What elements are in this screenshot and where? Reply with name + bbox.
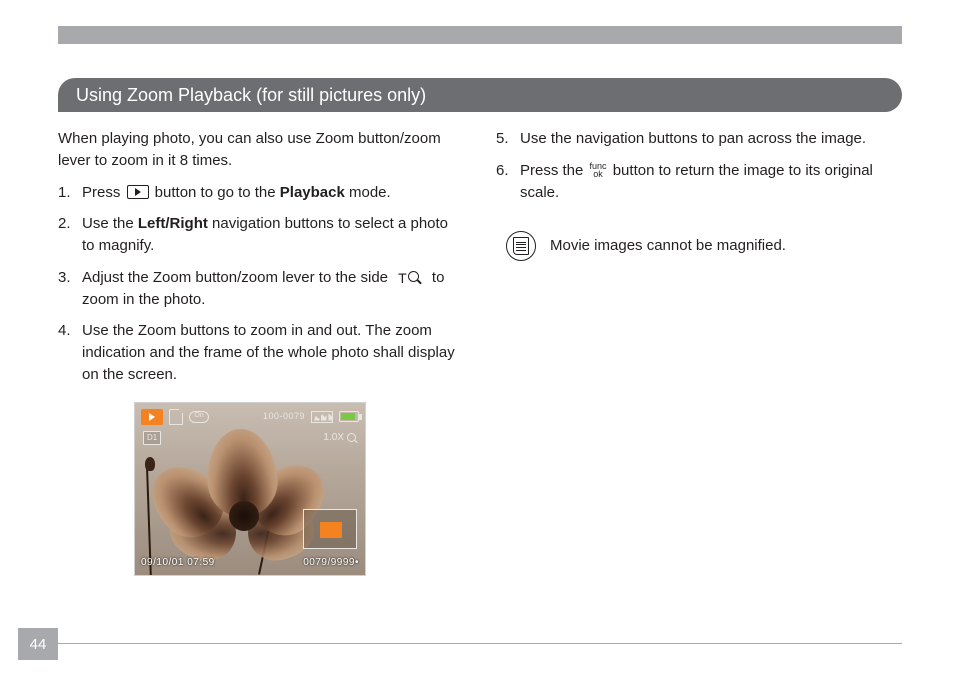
playback-button-icon <box>127 185 149 199</box>
note-row: Movie images cannot be magnified. <box>496 231 902 261</box>
step-1-bold: Playback <box>280 184 345 201</box>
lcd-sd-icon <box>169 409 183 425</box>
step-1-text-a: Press <box>82 184 125 201</box>
lcd-preview: On 100-0079 D1 1.0X 09/10/01 07:59 <box>134 402 366 576</box>
lcd-bottom-row: 09/10/01 07:59 0079/9999• <box>141 556 359 571</box>
section-header: Using Zoom Playback (for still pictures … <box>58 78 902 112</box>
step-3: Adjust the Zoom button/zoom lever to the… <box>58 267 464 311</box>
step-6: Press the funcok button to return the im… <box>496 160 902 204</box>
lcd-top-row: On 100-0079 <box>141 409 359 425</box>
step-2-bold: Left/Right <box>138 215 208 232</box>
content-columns: When playing photo, you can also use Zoo… <box>58 128 902 576</box>
magnifier-icon <box>408 271 422 285</box>
lcd-counter: 100-0079 <box>263 410 305 423</box>
right-column: Use the navigation buttons to pan across… <box>496 128 902 576</box>
top-bar <box>58 26 902 44</box>
step-1-text-b: button to go to the <box>151 184 280 201</box>
bottom-rule <box>58 643 902 644</box>
step-1: Press button to go to the Playback mode. <box>58 182 464 204</box>
step-2: Use the Left/Right navigation buttons to… <box>58 213 464 257</box>
lcd-histogram-icon <box>311 411 333 423</box>
zoom-t-label: T <box>398 268 407 288</box>
lcd-minimap-selection <box>320 522 342 538</box>
lcd-on-badge: On <box>189 411 209 423</box>
step-5: Use the navigation buttons to pan across… <box>496 128 902 150</box>
note-text: Movie images cannot be magnified. <box>550 235 786 257</box>
lcd-playback-icon <box>141 409 163 425</box>
func-ok-button-icon: funcok <box>590 162 607 178</box>
intro-text: When playing photo, you can also use Zoo… <box>58 128 464 172</box>
lcd-magnifier-icon <box>347 433 357 443</box>
steps-list-right: Use the navigation buttons to pan across… <box>496 128 902 203</box>
step-6-text-a: Press the <box>520 162 588 179</box>
left-column: When playing photo, you can also use Zoo… <box>58 128 464 576</box>
page-number: 44 <box>18 628 58 660</box>
step-4: Use the Zoom buttons to zoom in and out.… <box>58 320 464 385</box>
lcd-datetime: 09/10/01 07:59 <box>141 556 215 571</box>
lcd-battery-icon <box>339 411 359 422</box>
lcd-file-info: 0079/9999• <box>303 556 359 571</box>
step-1-text-c: mode. <box>345 184 391 201</box>
lcd-minimap <box>303 509 357 549</box>
ok-label: ok <box>590 170 607 178</box>
steps-list-left: Press button to go to the Playback mode.… <box>58 182 464 386</box>
step-3-text-a: Adjust the Zoom button/zoom lever to the… <box>82 269 392 286</box>
step-2-text-a: Use the <box>82 215 138 232</box>
note-icon <box>506 231 536 261</box>
section-title: Using Zoom Playback (for still pictures … <box>76 85 426 106</box>
